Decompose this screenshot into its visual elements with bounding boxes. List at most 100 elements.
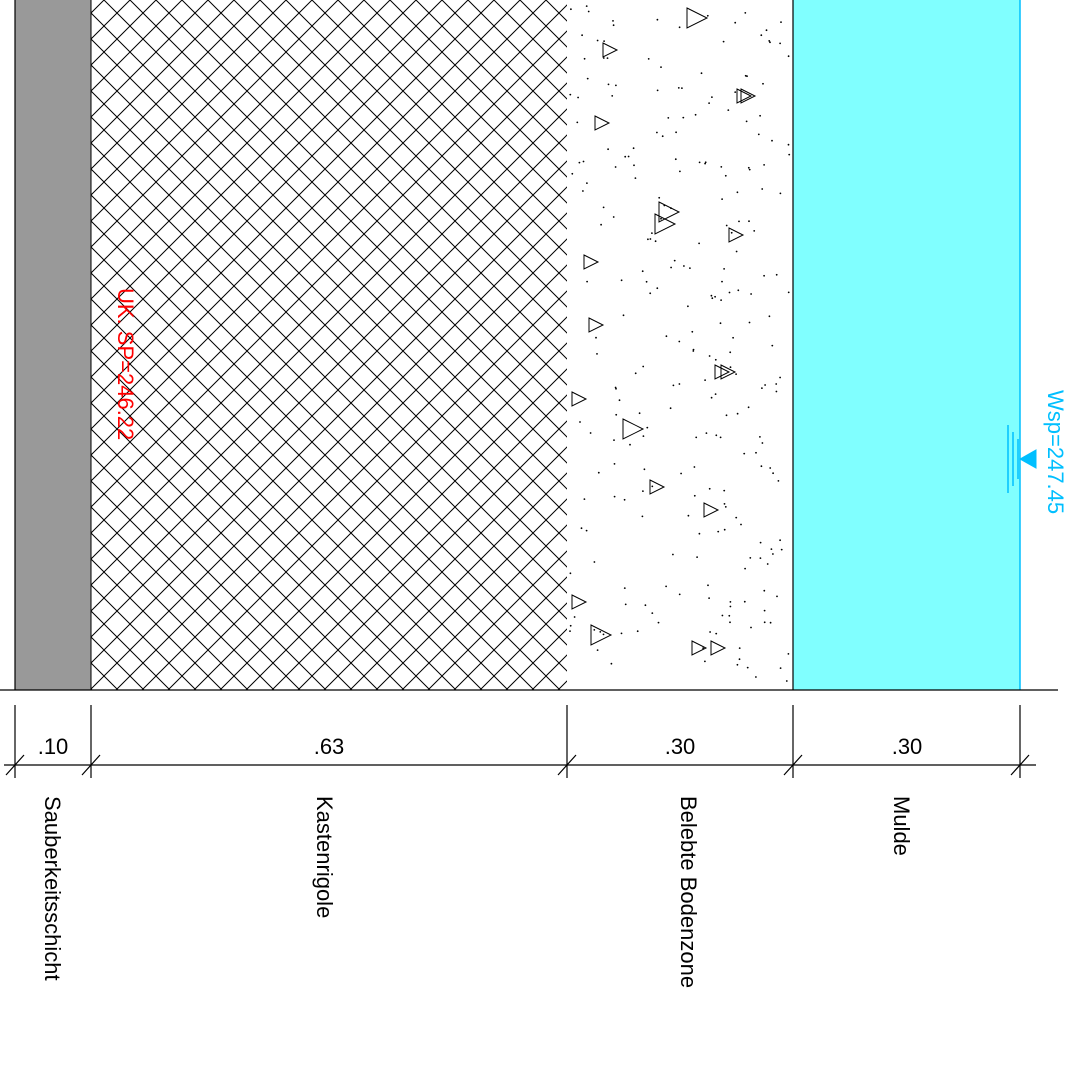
soil-dot <box>719 436 722 439</box>
soil-dot <box>698 161 701 164</box>
soil-dot <box>723 528 726 531</box>
wsp-label: Wsp=247.45 <box>1043 390 1068 514</box>
soil-dot <box>596 353 598 355</box>
soil-dot <box>779 376 781 379</box>
soil-dot <box>732 336 734 339</box>
soil-dot <box>734 21 737 24</box>
soil-dot <box>730 231 733 234</box>
soil-dot <box>743 600 746 603</box>
soil-dot <box>580 527 583 530</box>
layer-label-sauberkeitsschicht: Sauberkeitsschicht <box>40 796 65 981</box>
soil-dot <box>753 230 756 232</box>
soil-dot <box>765 29 768 32</box>
soil-grain-triangle <box>714 364 731 380</box>
soil-dot <box>762 82 764 85</box>
soil-dot <box>615 84 617 87</box>
soil-dot <box>738 220 740 223</box>
soil-dot <box>775 383 778 385</box>
soil-dot <box>599 631 602 633</box>
soil-dot <box>772 553 774 555</box>
soil-dot <box>771 139 773 142</box>
soil-dot <box>710 396 713 399</box>
dimension-chain <box>4 705 1036 778</box>
soil-dot <box>638 412 641 415</box>
soil-dot <box>723 489 726 492</box>
soil-dot <box>714 358 717 361</box>
soil-dot <box>651 612 654 614</box>
uk-sp-label: UK. SP=246.22 <box>113 288 138 440</box>
soil-dot <box>707 584 709 587</box>
soil-dot <box>744 12 747 14</box>
soil-dot <box>569 572 572 575</box>
soil-dot <box>611 95 614 97</box>
soil-grain-triangle <box>691 640 708 656</box>
soil-dot <box>680 472 682 475</box>
soil-grain-triangle <box>728 227 745 243</box>
soil-dot <box>763 589 766 592</box>
soil-dot <box>597 471 600 474</box>
soil-dot <box>763 274 765 277</box>
soil-dot <box>612 216 615 218</box>
soil-dot <box>641 270 644 273</box>
soil-dot <box>613 439 615 441</box>
soil-dot <box>694 113 697 116</box>
soil-dot <box>670 266 672 269</box>
dimension-value-belebte-bodenzone: .30 <box>665 734 696 759</box>
soil-grain-triangle <box>658 201 681 223</box>
soil-dot <box>772 472 774 475</box>
soil-dot <box>787 143 790 146</box>
soil-dot <box>665 585 667 588</box>
soil-dot <box>573 616 576 618</box>
soil-dot <box>649 292 652 295</box>
layer-label-mulde: Mulde <box>889 796 914 856</box>
soil-dot <box>700 72 703 75</box>
soil-dot <box>757 133 760 136</box>
soil-dot <box>734 91 737 93</box>
soil-dot <box>687 305 689 308</box>
dimension-tick <box>1010 754 1030 776</box>
soil-dot <box>595 336 597 339</box>
soil-dot <box>721 614 724 617</box>
soil-dot <box>755 676 757 678</box>
soil-dot <box>723 268 725 270</box>
soil-dot <box>674 158 677 161</box>
soil-dot <box>722 40 725 43</box>
soil-grain-triangle <box>571 594 588 610</box>
soil-dot <box>776 595 778 598</box>
soil-dot <box>720 299 722 301</box>
soil-dot <box>729 366 732 369</box>
soil-dot <box>704 379 706 381</box>
soil-dot <box>643 468 646 471</box>
soil-dot <box>675 131 677 134</box>
soil-dot <box>618 399 621 402</box>
soil-dot <box>749 557 752 559</box>
soil-dot <box>714 295 716 298</box>
soil-grain-triangle <box>602 42 619 58</box>
soil-dot <box>593 561 596 563</box>
soil-dot <box>634 177 637 180</box>
soil-dot <box>698 242 700 245</box>
soil-dot <box>788 153 791 156</box>
soil-dot <box>704 660 706 663</box>
soil-dot <box>759 557 762 559</box>
soil-dot <box>721 198 723 201</box>
soil-dot <box>692 350 695 352</box>
soil-dot <box>729 605 732 608</box>
soil-dot <box>759 436 761 438</box>
soil-grain-triangle <box>649 479 666 495</box>
soil-dot <box>715 632 718 635</box>
soil-dot <box>620 279 623 282</box>
soil-grain-triangle <box>654 213 677 235</box>
soil-dot <box>763 621 766 624</box>
soil-dot <box>727 109 730 111</box>
soil-dot <box>657 621 660 624</box>
soil-dot <box>579 421 581 423</box>
soil-dot <box>736 663 739 666</box>
soil-dot <box>748 168 751 171</box>
soil-dot <box>569 630 571 632</box>
soil-dot <box>704 161 707 164</box>
soil-dot <box>702 647 704 649</box>
layer-kastenrigole-area <box>91 0 567 690</box>
layer-belebte-bodenzone-area <box>569 5 791 682</box>
soil-dot <box>769 41 771 44</box>
